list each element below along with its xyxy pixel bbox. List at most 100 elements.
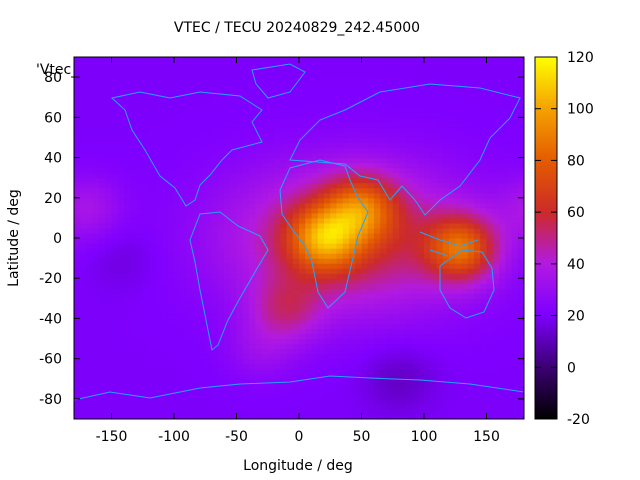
heatmap-cell [242, 313, 250, 320]
heatmap-cell [417, 232, 425, 239]
heatmap-cell [349, 338, 356, 345]
heatmap-cell [461, 263, 469, 269]
heatmap-cell [305, 187, 313, 194]
heatmap-cell [111, 177, 119, 184]
heatmap-cell [161, 142, 169, 149]
heatmap-cell [136, 132, 144, 139]
heatmap-cell [205, 258, 213, 264]
heatmap-cell [261, 333, 269, 340]
heatmap-cell [130, 293, 138, 299]
heatmap-cell [330, 157, 338, 164]
heatmap-cell [392, 212, 400, 219]
heatmap-cell [261, 182, 269, 189]
heatmap-cell [224, 263, 231, 269]
heatmap-cell [180, 323, 188, 330]
heatmap-cell [330, 122, 338, 128]
heatmap-cell [455, 162, 463, 169]
heatmap-cell [455, 87, 463, 93]
heatmap-cell [124, 243, 131, 249]
heatmap-cell [474, 248, 481, 254]
heatmap-cell [461, 403, 469, 410]
heatmap-cell [249, 167, 256, 174]
heatmap-cell [492, 197, 500, 204]
heatmap-cell [224, 383, 231, 390]
heatmap-cell [324, 263, 331, 269]
heatmap-cell [236, 157, 244, 164]
heatmap-cell [467, 67, 475, 73]
heatmap-cell [74, 348, 81, 355]
heatmap-cell [86, 348, 94, 355]
heatmap-cell [292, 403, 300, 410]
heatmap-cell [217, 137, 225, 144]
heatmap-cell [86, 338, 94, 345]
heatmap-cell [436, 157, 444, 164]
heatmap-cell [380, 222, 388, 229]
heatmap-cell [349, 303, 356, 309]
heatmap-cell [99, 187, 106, 194]
heatmap-cell [105, 72, 113, 78]
heatmap-cell [486, 238, 494, 244]
heatmap-cell [80, 238, 88, 244]
heatmap-cell [149, 107, 156, 113]
heatmap-cell [442, 338, 450, 345]
heatmap-cell [399, 67, 406, 73]
heatmap-cell [105, 368, 113, 375]
heatmap-cell [324, 132, 331, 139]
heatmap-cell [474, 152, 481, 159]
heatmap-cell [242, 62, 250, 68]
heatmap-cell [311, 172, 319, 179]
heatmap-cell [230, 142, 238, 149]
heatmap-cell [174, 363, 181, 370]
heatmap-cell [149, 162, 156, 169]
heatmap-cell [411, 177, 419, 184]
heatmap-cell [299, 303, 306, 309]
heatmap-cell [324, 227, 331, 234]
heatmap-cell [267, 212, 275, 219]
heatmap-cell [505, 303, 513, 309]
heatmap-cell [86, 408, 94, 415]
heatmap-cell [111, 142, 119, 149]
heatmap-cell [349, 353, 356, 360]
heatmap-cell [117, 413, 125, 419]
heatmap-cell [467, 328, 475, 335]
heatmap-cell [174, 293, 181, 299]
heatmap-cell [305, 353, 313, 360]
heatmap-cell [286, 137, 294, 144]
heatmap-cell [474, 137, 481, 144]
heatmap-cell [286, 383, 294, 390]
heatmap-cell [336, 333, 344, 340]
heatmap-cell [111, 353, 119, 360]
heatmap-cell [461, 408, 469, 415]
heatmap-cell [399, 383, 406, 390]
heatmap-cell [361, 293, 369, 299]
heatmap-cell [474, 408, 481, 415]
heatmap-cell [436, 117, 444, 123]
heatmap-cell [267, 273, 275, 279]
heatmap-cell [361, 82, 369, 88]
heatmap-cell [299, 147, 306, 154]
heatmap-cell [380, 77, 388, 83]
heatmap-cell [336, 283, 344, 289]
heatmap-cell [311, 253, 319, 259]
heatmap-cell [180, 107, 188, 113]
heatmap-cell [267, 197, 275, 204]
heatmap-cell [280, 333, 288, 340]
heatmap-cell [417, 92, 425, 98]
heatmap-cell [155, 77, 163, 83]
heatmap-cell [411, 308, 419, 315]
heatmap-cell [242, 328, 250, 335]
heatmap-cell [199, 72, 206, 78]
heatmap-cell [217, 298, 225, 304]
heatmap-cell [411, 393, 419, 400]
heatmap-cell [167, 343, 175, 350]
heatmap-cell [80, 112, 88, 118]
heatmap-cell [467, 82, 475, 88]
heatmap-cell [311, 328, 319, 335]
heatmap-cell [392, 97, 400, 103]
heatmap-cell [80, 248, 88, 254]
heatmap-cell [436, 227, 444, 234]
heatmap-cell [455, 182, 463, 189]
heatmap-cell [374, 157, 381, 164]
heatmap-cell [374, 127, 381, 134]
heatmap-cell [174, 142, 181, 149]
